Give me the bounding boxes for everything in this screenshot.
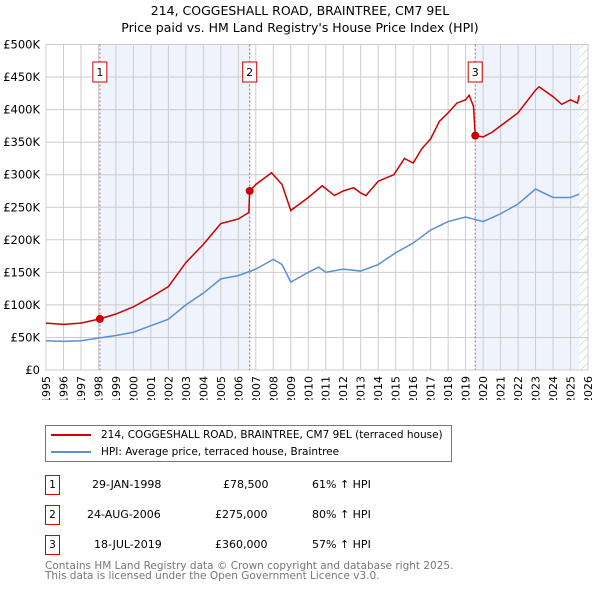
x-tick-label: 2007 <box>250 376 263 400</box>
x-tick-label: 2001 <box>145 376 158 400</box>
sale-point <box>245 186 254 195</box>
x-tick-label: 2002 <box>162 376 175 400</box>
x-tick-label: 2012 <box>337 376 350 400</box>
plot-frame <box>45 44 589 371</box>
legend-item-property: 214, COGGESHALL ROAD, BRAINTREE, CM7 9EL… <box>51 427 443 443</box>
y-tick-label: £150K <box>3 265 40 279</box>
sale-marker-badge: 1 <box>45 475 60 495</box>
y-tick-label: £0 <box>25 363 40 377</box>
y-tick-label: £50K <box>11 330 41 344</box>
sale-hpi: 80% ↑ HPI <box>312 508 371 521</box>
x-tick-label: 1996 <box>57 376 70 400</box>
sale-label: 2 <box>246 66 253 79</box>
sale-date: 24-AUG-2006 <box>87 508 161 521</box>
x-tick-label: 2011 <box>320 376 333 400</box>
y-tick-label: £400K <box>3 103 40 117</box>
x-tick-label: 2026 <box>582 376 595 400</box>
x-tick-label: 2021 <box>495 376 508 400</box>
x-tick-label: 2020 <box>477 376 490 400</box>
sale-label: 1 <box>96 66 103 79</box>
x-tick-label: 2022 <box>512 376 525 400</box>
y-tick-label: £350K <box>3 135 40 149</box>
plot-area: 1995 1996 1997 1998 1999 2000 2001 2002 2003 2004… <box>3 38 595 401</box>
footer-copyright: Contains HM Land Registry data © Crown c… <box>45 560 454 572</box>
x-tick-label: 2000 <box>127 376 140 400</box>
legend: 214, COGGESHALL ROAD, BRAINTREE, CM7 9EL… <box>45 425 452 462</box>
x-tick-label: 2025 <box>565 376 578 400</box>
x-tick-label: 2019 <box>460 376 473 400</box>
footer-licence: This data is licensed under the Open Gov… <box>45 570 380 582</box>
sale-marker-badge: 3 <box>45 535 60 555</box>
y-tick-label: £500K <box>3 38 40 52</box>
property-price-line <box>45 85 580 326</box>
y-tick-label: £100K <box>3 298 40 312</box>
y-tick-label: £450K <box>3 70 40 84</box>
chart-title: 214, COGGESHALL ROAD, BRAINTREE, CM7 9EL <box>150 3 450 18</box>
sale-hpi: 61% ↑ HPI <box>312 478 371 491</box>
sale-label: 3 <box>472 66 479 79</box>
y-tick-label: £200K <box>3 233 40 247</box>
x-tick-label: 2018 <box>442 376 455 400</box>
legend-swatch <box>51 451 91 453</box>
x-tick-label: 2013 <box>355 376 368 400</box>
sale-point <box>471 131 480 140</box>
footer: Contains HM Land Registry data © Crown c… <box>45 560 454 582</box>
y-tick-label: £250K <box>3 200 40 214</box>
x-tick-label: 2014 <box>372 376 385 400</box>
x-tick-label: 2023 <box>530 376 543 400</box>
sale-label-box <box>467 61 483 83</box>
x-tick-label: 2010 <box>302 376 315 400</box>
sale-price: £275,000 <box>215 508 268 521</box>
x-tick-label: 1997 <box>75 376 88 400</box>
sale-marker-badge: 2 <box>45 505 60 525</box>
sale-date: 29-JAN-1998 <box>92 478 162 491</box>
legend-label: HPI: Average price, terraced house, Brai… <box>101 446 340 458</box>
legend-item-hpi: HPI: Average price, terraced house, Brai… <box>51 444 339 460</box>
x-tick-label: 2024 <box>547 376 560 400</box>
legend-label: 214, COGGESHALL ROAD, BRAINTREE, CM7 9EL… <box>101 429 443 441</box>
sale-price: £78,500 <box>223 478 269 491</box>
x-tick-label: 2004 <box>197 376 210 400</box>
sale-date: 18-JUL-2019 <box>94 538 162 551</box>
chart-subtitle: Price paid vs. HM Land Registry's House … <box>121 20 479 35</box>
x-tick-label: 2016 <box>407 376 420 400</box>
x-tick-label: 1995 <box>40 376 53 400</box>
x-tick-label: 2009 <box>285 376 298 400</box>
x-tick-label: 1998 <box>92 376 105 400</box>
sale-price: £360,000 <box>215 538 268 551</box>
sale-label-box <box>92 61 108 83</box>
x-tick-label: 2006 <box>232 376 245 400</box>
sale-point <box>95 314 104 323</box>
hpi-line <box>45 188 580 343</box>
x-tick-label: 2005 <box>215 376 228 400</box>
y-tick-label: £300K <box>3 168 40 182</box>
x-tick-label: 2017 <box>425 376 438 400</box>
x-tick-label: 2008 <box>267 376 280 400</box>
legend-swatch <box>51 434 91 436</box>
x-tick-label: 2003 <box>180 376 193 400</box>
x-tick-label: 2015 <box>390 376 403 400</box>
sale-label-box <box>242 61 258 83</box>
x-tick-label: 1999 <box>110 376 123 400</box>
sale-hpi: 57% ↑ HPI <box>312 538 371 551</box>
